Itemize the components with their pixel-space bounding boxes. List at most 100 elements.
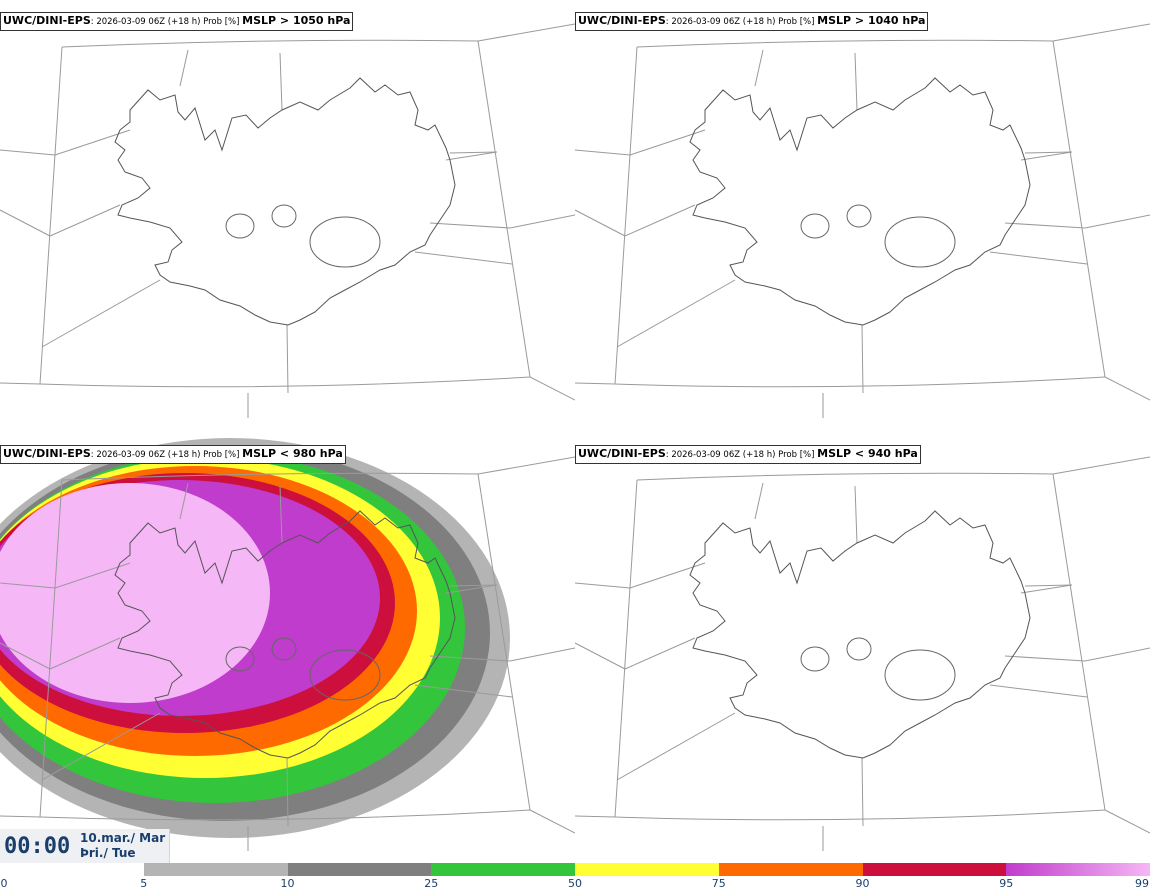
graticule-line <box>49 204 121 237</box>
graticule-line <box>449 151 498 154</box>
graticule-lines <box>0 456 575 851</box>
colorbar-tick-label: 95 <box>999 877 1014 890</box>
panel-title: UWC/DINI-EPS: 2026-03-09 06Z (+18 h) Pro… <box>575 12 929 31</box>
graticule-line <box>1052 473 1106 811</box>
map-panel-1050: UWC/DINI-EPS: 2026-03-09 06Z (+18 h) Pro… <box>0 0 575 433</box>
coastline <box>689 510 1031 759</box>
colorbar-tick-label: 90 <box>855 877 870 890</box>
graticule-line <box>429 222 511 229</box>
graticule-line <box>179 49 189 87</box>
graticule-line <box>575 149 631 156</box>
valid-time-box: 00:00 10.mar./ Mar Þri./ Tue <box>0 829 170 863</box>
graticule-line <box>477 456 575 475</box>
graticule-line <box>279 485 283 544</box>
coastline-outline <box>689 510 1031 759</box>
graticule-lines <box>575 456 1150 851</box>
graticule-line <box>636 39 1054 48</box>
graticule-line <box>529 809 575 834</box>
coastline <box>114 510 456 759</box>
colorbar-segment <box>287 863 432 876</box>
glacier-outline <box>309 216 381 268</box>
probability-band <box>0 483 270 703</box>
map-canvas <box>0 23 575 418</box>
graticule-line <box>1084 214 1150 229</box>
graticule-line <box>0 382 41 385</box>
graticule-line <box>1020 151 1073 161</box>
graticule-line <box>179 482 189 520</box>
graticule-line <box>989 251 1088 265</box>
glacier-outline <box>800 213 830 239</box>
graticule-line <box>1052 40 1106 378</box>
graticule-line <box>449 584 498 587</box>
colorbar-segment <box>0 863 144 876</box>
graticule-line <box>1024 584 1073 587</box>
graticule-line <box>616 279 736 348</box>
glacier-outline <box>884 649 956 701</box>
colorbar-tick-label: 75 <box>711 877 726 890</box>
colorbar-segment <box>718 863 863 876</box>
graticule-line <box>1052 23 1150 42</box>
graticule-line <box>616 712 736 781</box>
graticule-line <box>1024 151 1073 154</box>
colorbar-segment <box>862 863 1007 876</box>
map-panel-980: UWC/DINI-EPS: 2026-03-09 06Z (+18 h) Pro… <box>0 433 575 866</box>
graticule-line <box>39 46 63 385</box>
graticule-line <box>0 582 56 589</box>
coastline <box>689 77 1031 326</box>
graticule-line <box>0 149 56 156</box>
graticule-line <box>477 40 531 378</box>
graticule-line <box>1004 655 1086 662</box>
glacier-outline <box>309 649 381 701</box>
graticule-line <box>854 485 858 544</box>
graticule-line <box>529 376 575 401</box>
graticule-line <box>477 473 531 811</box>
graticule-line <box>1104 809 1150 834</box>
graticule-line <box>614 479 638 818</box>
coastline-outline <box>114 77 456 326</box>
graticule-line <box>39 479 63 818</box>
colorbar-segment <box>431 863 575 876</box>
map-canvas <box>575 23 1150 418</box>
graticule-line <box>286 324 289 394</box>
map-panel-940: UWC/DINI-EPS: 2026-03-09 06Z (+18 h) Pro… <box>575 433 1150 866</box>
glacier-outline <box>846 204 872 228</box>
panel-title: UWC/DINI-EPS: 2026-03-09 06Z (+18 h) Pro… <box>0 445 346 464</box>
colorbar-segment <box>575 863 719 876</box>
panel-title: UWC/DINI-EPS: 2026-03-09 06Z (+18 h) Pro… <box>575 445 921 464</box>
glacier-outline <box>884 216 956 268</box>
graticule-line <box>629 562 706 589</box>
colorbar-tick-label: 0 <box>0 877 8 890</box>
graticule-line <box>1052 456 1150 475</box>
graticule-line <box>754 482 764 520</box>
map-canvas <box>0 438 575 851</box>
graticule-line <box>575 642 626 670</box>
graticule-line <box>1104 376 1150 401</box>
graticule-line <box>0 815 41 818</box>
graticule-line <box>0 209 51 237</box>
graticule-line <box>41 279 161 348</box>
graticule-lines <box>575 23 1150 418</box>
map-canvas <box>575 456 1150 851</box>
glacier-outline <box>271 637 297 661</box>
graticule-line <box>39 376 531 388</box>
graticule-line <box>61 472 479 481</box>
graticule-line <box>624 637 696 670</box>
graticule-line <box>614 376 1106 388</box>
graticule-line <box>624 204 696 237</box>
graticule-line <box>39 809 531 821</box>
graticule-line <box>429 655 511 662</box>
map-panel-1040: UWC/DINI-EPS: 2026-03-09 06Z (+18 h) Pro… <box>575 0 1150 433</box>
graticule-line <box>445 151 498 161</box>
coastline-outline <box>114 510 456 759</box>
graticule-line <box>1020 584 1073 594</box>
colorbar-segment <box>143 863 288 876</box>
coastline-outline <box>689 77 1031 326</box>
glacier-outline <box>271 204 297 228</box>
graticule-line <box>477 23 575 42</box>
graticule-line <box>575 209 626 237</box>
graticule-line <box>54 129 131 156</box>
colorbar: 0 5 10 25 50 75 90 95 99 <box>0 856 1150 891</box>
glacier-outline <box>225 646 255 672</box>
graticule-line <box>1084 647 1150 662</box>
colorbar-segment <box>1006 863 1150 876</box>
